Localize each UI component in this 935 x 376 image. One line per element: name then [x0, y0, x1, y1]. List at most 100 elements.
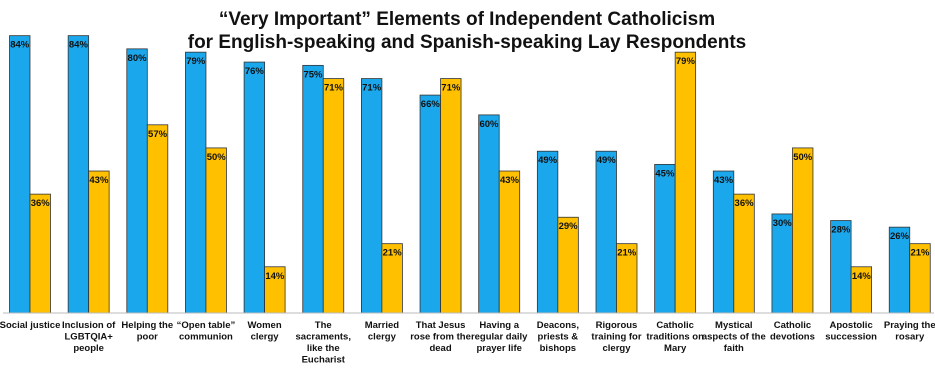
category-label-12-line-3: Mary: [664, 343, 687, 354]
bar-s2-13: [733, 193, 755, 314]
data-label-s1-10: 49%: [538, 155, 558, 166]
category-label-2-line-1: Inclusion of: [62, 320, 116, 331]
bar-s1-7: [360, 78, 383, 314]
category-label-10-line-3: bishops: [540, 343, 576, 354]
title-line-1: “Very Important” Elements of Independent…: [219, 9, 715, 30]
data-label-s2-3: 57%: [148, 129, 168, 140]
category-label-10-line-1: Deacons,: [537, 320, 579, 331]
bar-s1-13: [712, 170, 735, 314]
data-label-s1-16: 26%: [890, 231, 910, 242]
data-label-s1-7: 71%: [362, 83, 382, 94]
data-label-s2-1: 36%: [31, 198, 51, 209]
bar-s1-8: [419, 94, 441, 314]
data-label-s2-12: 79%: [676, 56, 696, 67]
category-label-9-line-3: prayer life: [476, 343, 521, 354]
category-label-2-line-3: people: [73, 343, 104, 354]
category-label-13-line-3: faith: [724, 343, 744, 354]
category-label-12-line-2: traditions on: [646, 332, 704, 343]
bar-s1-1: [9, 35, 31, 314]
category-labels: Social justice Inclusion ofLGBTQIA+people…: [0, 320, 935, 366]
data-label-s1-14: 30%: [773, 218, 793, 229]
category-label-13-line-1: Mystical: [715, 320, 753, 331]
category-label-12-line-1: Catholic: [656, 320, 693, 331]
category-label-14-line-2: devotions: [770, 332, 815, 343]
bar-s1-3: [126, 48, 148, 314]
category-label-10-line-2: priests &: [538, 332, 579, 343]
title-line-2: for English-speaking and Spanish-speakin…: [188, 32, 747, 53]
bar-s2-1: [29, 193, 51, 314]
bar-s2-3: [146, 124, 169, 314]
category-label-6-line-3: like the: [307, 343, 340, 354]
bar-s2-12: [674, 51, 697, 314]
data-label-s2-15: 14%: [852, 271, 872, 282]
category-label-6-line-4: Eucharist: [302, 355, 346, 366]
category-label-8-line-3: dead: [429, 343, 451, 354]
bar-s2-4: [205, 147, 227, 314]
bar-s2-9: [498, 170, 521, 314]
category-label-11-line-3: clergy: [603, 343, 632, 354]
data-label-s1-15: 28%: [831, 225, 851, 236]
bar-s2-8: [440, 78, 462, 314]
data-label-s1-12: 45%: [655, 168, 675, 179]
category-label-6-line-2: sacraments,: [296, 332, 351, 343]
bar-s1-9: [478, 114, 500, 314]
data-label-s1-4: 79%: [186, 56, 206, 67]
category-label-14-line-1: Catholic: [774, 320, 811, 331]
data-label-s2-6: 71%: [324, 83, 344, 94]
category-label-9-line-2: regular daily: [471, 332, 528, 343]
category-label-3-line-2: poor: [137, 332, 158, 343]
category-label-8-line-2: rose from the: [410, 332, 471, 343]
bar-s1-4: [185, 51, 207, 314]
data-label-s1-13: 43%: [714, 175, 734, 186]
data-label-s1-9: 60%: [479, 119, 499, 130]
data-label-s1-8: 66%: [421, 99, 441, 110]
bar-s1-6: [302, 64, 324, 314]
category-label-1-line-1: Social justice: [0, 320, 60, 331]
bars-group: 84%36%84%43%80%57%79%50%76%14%75%71% 71%2…: [9, 35, 931, 314]
category-label-16-line-2: rosary: [895, 332, 925, 343]
category-label-13-line-2: aspects of the: [702, 332, 766, 343]
category-label-4-line-2: communion: [179, 332, 233, 343]
category-label-7-line-2: clergy: [368, 332, 397, 343]
category-label-8-line-1: That Jesus: [416, 320, 466, 331]
data-label-s2-9: 43%: [500, 175, 520, 186]
category-label-3-line-1: Helping the: [121, 320, 173, 331]
category-label-11-line-2: training for: [591, 332, 641, 343]
category-label-7-line-1: Married: [365, 320, 400, 331]
bar-s1-5: [243, 61, 266, 314]
data-label-s1-6: 75%: [303, 69, 323, 80]
data-label-s2-8: 71%: [441, 83, 461, 94]
category-label-15-line-1: Apostolic: [829, 320, 872, 331]
data-label-s1-5: 76%: [245, 66, 265, 77]
data-label-s2-7: 21%: [383, 248, 403, 259]
data-label-s2-2: 43%: [89, 175, 109, 186]
category-label-9-line-1: Having a: [479, 320, 519, 331]
data-label-s1-2: 84%: [69, 40, 89, 51]
category-label-11-line-1: Rigorous: [596, 320, 638, 331]
category-label-6-line-1: The: [315, 320, 332, 331]
bar-s2-14: [792, 147, 814, 314]
category-label-4-line-1: “Open table”: [177, 320, 236, 331]
category-label-2-line-2: LGBTQIA+: [65, 332, 114, 343]
bar-s1-2: [67, 35, 90, 314]
data-label-s1-3: 80%: [128, 53, 148, 64]
data-label-s2-10: 29%: [559, 221, 579, 232]
bar-s2-6: [322, 78, 345, 314]
category-label-5-line-1: Women: [248, 320, 282, 331]
category-label-15-line-2: succession: [825, 332, 877, 343]
data-label-s1-1: 84%: [10, 40, 30, 51]
data-label-s2-16: 21%: [910, 248, 930, 259]
bar-s1-11: [595, 150, 617, 314]
category-label-5-line-2: clergy: [251, 332, 280, 343]
data-label-s1-11: 49%: [597, 155, 617, 166]
data-label-s2-4: 50%: [207, 152, 227, 163]
bar-s1-12: [654, 164, 676, 314]
data-label-s2-5: 14%: [265, 271, 285, 282]
bar-s2-2: [88, 170, 110, 314]
bar-s1-10: [536, 150, 559, 314]
data-label-s2-11: 21%: [617, 248, 637, 259]
category-label-16-line-1: Praying the: [884, 320, 935, 331]
data-label-s2-14: 50%: [793, 152, 813, 163]
data-label-s2-13: 36%: [735, 198, 755, 209]
